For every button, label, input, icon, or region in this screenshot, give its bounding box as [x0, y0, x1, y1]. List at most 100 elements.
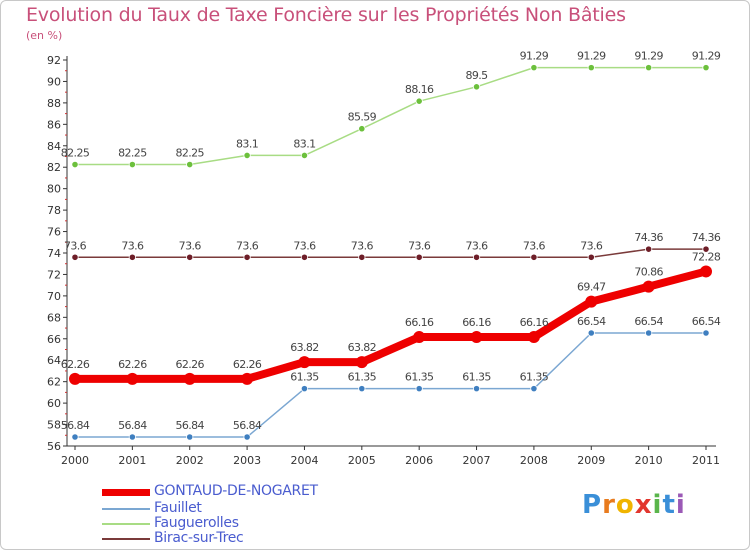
data-point-fauillet	[587, 329, 595, 337]
data-point-gontaud-de-nogaret	[642, 280, 655, 293]
data-point-gontaud-de-nogaret	[527, 331, 540, 344]
data-point-birac-sur-trec	[472, 253, 481, 261]
data-label-fauguerolles: 83.1	[293, 137, 315, 150]
data-point-fauguerolles	[530, 64, 538, 72]
data-point-gontaud-de-nogaret	[69, 372, 81, 385]
data-label-birac-sur-trec: 73.6	[64, 239, 87, 252]
x-tick-label: 2010	[635, 454, 663, 467]
legend-label-birac: Birac-sur-Trec	[154, 530, 244, 546]
data-point-birac-sur-trec	[415, 253, 423, 261]
data-point-gontaud-de-nogaret	[241, 372, 254, 385]
y-tick-label: 72	[47, 268, 61, 281]
x-tick-label: 2011	[692, 454, 720, 467]
data-label-birac-sur-trec: 74.36	[692, 231, 721, 244]
data-point-fauillet	[71, 433, 79, 441]
data-point-birac-sur-trec	[186, 253, 194, 261]
data-label-fauguerolles: 82.25	[118, 147, 147, 160]
data-label-fauillet: 61.35	[520, 371, 549, 384]
data-point-gontaud-de-nogaret	[585, 295, 598, 308]
data-label-birac-sur-trec: 74.36	[634, 231, 663, 244]
data-point-birac-sur-trec	[300, 253, 309, 261]
data-label-fauillet: 56.84	[61, 419, 90, 432]
data-label-gontaud-de-nogaret: 69.47	[577, 281, 606, 294]
data-point-fauillet	[186, 433, 194, 441]
y-tick-label: 80	[47, 183, 61, 196]
data-point-gontaud-de-nogaret	[126, 372, 139, 385]
y-tick-label: 90	[47, 75, 61, 88]
data-point-birac-sur-trec	[702, 245, 710, 253]
data-label-gontaud-de-nogaret: 62.26	[175, 358, 204, 371]
data-label-gontaud-de-nogaret: 62.26	[233, 358, 262, 371]
data-label-birac-sur-trec: 73.6	[293, 239, 316, 252]
data-label-fauillet: 61.35	[462, 371, 491, 384]
data-point-birac-sur-trec	[71, 253, 79, 261]
data-label-birac-sur-trec: 73.6	[179, 239, 202, 252]
y-tick-label: 92	[47, 54, 61, 67]
data-point-fauillet	[300, 385, 309, 393]
data-label-fauillet: 61.35	[405, 371, 434, 384]
data-point-gontaud-de-nogaret	[183, 372, 196, 385]
series-line-birac-sur-trec	[74, 248, 707, 259]
data-label-birac-sur-trec: 73.6	[465, 239, 488, 252]
y-tick-label: 56	[47, 440, 61, 453]
data-point-fauillet	[472, 385, 481, 393]
data-label-fauguerolles: 89.5	[465, 69, 488, 82]
data-label-gontaud-de-nogaret: 62.26	[61, 358, 90, 371]
data-point-fauguerolles	[472, 83, 481, 91]
data-point-fauguerolles	[358, 125, 366, 133]
data-label-gontaud-de-nogaret: 66.16	[405, 316, 434, 329]
data-point-fauillet	[530, 385, 538, 393]
data-label-gontaud-de-nogaret: 63.82	[290, 341, 319, 354]
legend-swatch-gontaud	[102, 489, 150, 496]
x-tick-label: 2002	[176, 454, 204, 467]
data-label-gontaud-de-nogaret: 66.16	[520, 316, 549, 329]
data-label-birac-sur-trec: 73.6	[580, 239, 603, 252]
data-label-fauguerolles: 88.16	[405, 83, 434, 96]
data-point-gontaud-de-nogaret	[355, 356, 368, 369]
data-label-gontaud-de-nogaret: 70.86	[634, 266, 663, 279]
x-tick-label: 2005	[348, 454, 376, 467]
data-point-birac-sur-trec	[530, 253, 538, 261]
y-tick-label: 84	[47, 140, 61, 153]
x-tick-label: 2009	[577, 454, 605, 467]
chart-title: Evolution du Taux de Taxe Foncière sur l…	[26, 4, 626, 26]
data-point-fauguerolles	[71, 160, 79, 169]
data-label-fauillet: 61.35	[348, 371, 377, 384]
data-label-birac-sur-trec: 73.6	[121, 239, 144, 252]
data-label-fauguerolles: 82.25	[175, 147, 204, 160]
data-point-gontaud-de-nogaret	[700, 265, 712, 278]
y-tick-label: 64	[47, 354, 61, 367]
data-point-gontaud-de-nogaret	[470, 331, 483, 344]
y-tick-label: 58	[47, 419, 61, 432]
data-label-fauguerolles: 91.29	[577, 50, 606, 63]
data-label-fauillet: 66.54	[634, 315, 663, 328]
data-point-fauguerolles	[186, 160, 194, 169]
data-point-fauguerolles	[243, 151, 251, 160]
data-label-fauillet: 56.84	[175, 419, 204, 432]
data-label-fauillet: 56.84	[118, 419, 147, 432]
data-label-fauguerolles: 85.59	[348, 111, 377, 124]
y-tick-label: 76	[47, 226, 61, 239]
data-point-fauguerolles	[587, 64, 595, 72]
data-point-fauguerolles	[415, 97, 423, 105]
series-line-gontaud-de-nogaret	[71, 267, 710, 383]
data-point-fauillet	[243, 433, 251, 441]
data-point-fauillet	[645, 329, 653, 337]
x-tick-label: 2007	[463, 454, 491, 467]
data-label-fauguerolles: 91.29	[634, 50, 663, 63]
data-point-fauillet	[702, 329, 710, 337]
logo-letter: o	[615, 490, 635, 520]
y-tick-label: 60	[47, 397, 61, 410]
data-label-gontaud-de-nogaret: 72.28	[692, 250, 721, 263]
logo-letter: r	[602, 490, 616, 520]
data-point-gontaud-de-nogaret	[413, 331, 426, 344]
data-label-birac-sur-trec: 73.6	[408, 239, 431, 252]
data-point-birac-sur-trec	[243, 253, 251, 261]
y-tick-label: 62	[47, 376, 61, 389]
data-label-fauguerolles: 91.29	[692, 50, 721, 63]
data-point-gontaud-de-nogaret	[298, 356, 311, 369]
data-point-birac-sur-trec	[645, 245, 653, 253]
data-point-birac-sur-trec	[358, 253, 366, 261]
